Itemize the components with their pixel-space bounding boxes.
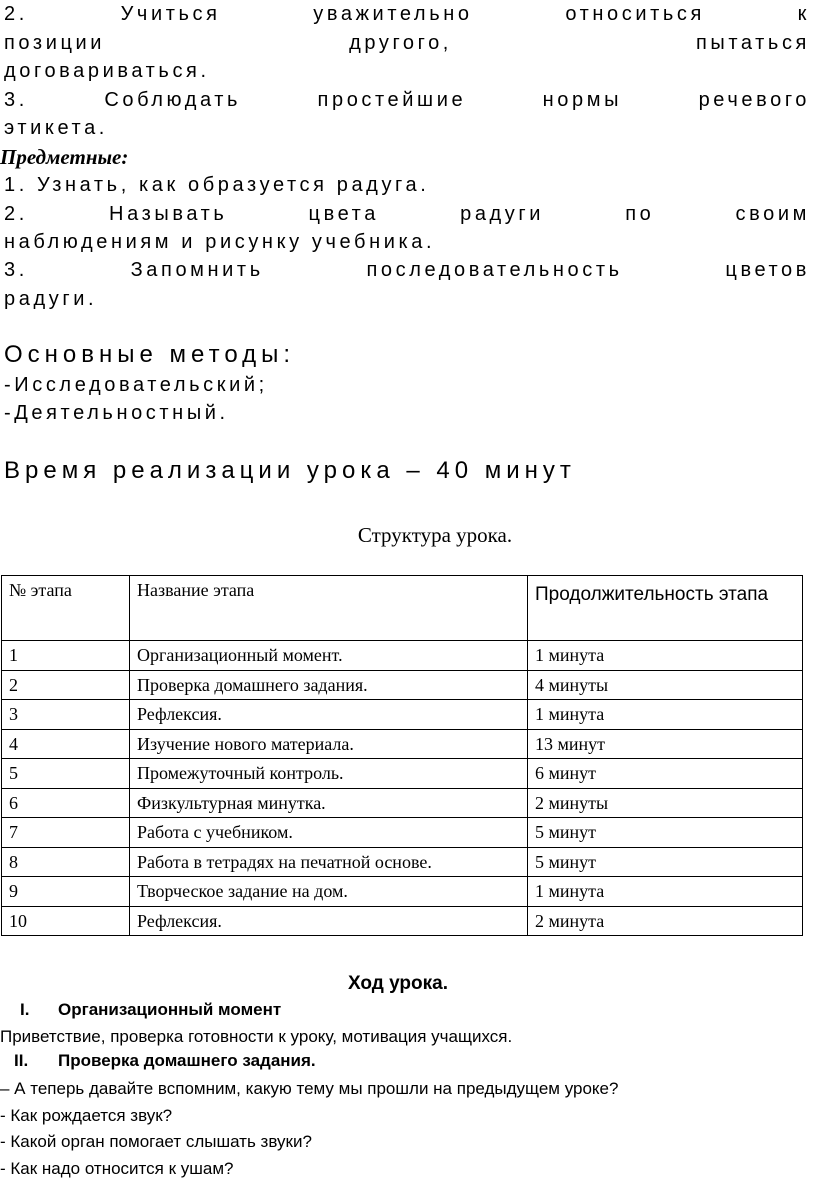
table-row: 1 Организационный момент. 1 минута [1, 640, 803, 671]
text-line: этикета. [4, 117, 108, 139]
header-cell: Название этапа [129, 575, 528, 641]
stage-number-cell: 7 [1, 817, 130, 848]
method-item: -Исследовательский; [4, 374, 268, 396]
table-row: 2 Проверка домашнего задания. 4 минуты [1, 669, 803, 700]
question-line: - Как рождается звук? [0, 1106, 173, 1125]
stage-number-cell: 4 [1, 728, 130, 759]
methods-heading: Основные методы: [4, 341, 296, 368]
table-row: 7 Работа с учебником. 5 минут [1, 817, 803, 848]
stage-name-cell: Организационный момент. [129, 640, 528, 671]
text-line: 3. Соблюдать простейшие нормы речевого [4, 89, 810, 111]
stage-number-cell: 8 [1, 846, 130, 877]
stage-name-cell: Рефлексия. [129, 905, 528, 936]
table-row: 6 Физкультурная минутка. 2 минуты [1, 787, 803, 818]
stage-number-cell: 10 [1, 905, 130, 936]
lesson-time: Время реализации урока – 40 минут [4, 457, 576, 484]
stage-name-cell: Проверка домашнего задания. [129, 669, 528, 700]
table-row: 10 Рефлексия. 2 минута [1, 905, 803, 936]
header-cell: Продолжительность этапа [527, 575, 803, 641]
stage-number-cell: 6 [1, 787, 130, 818]
stage-number-cell: 5 [1, 758, 130, 789]
stage-duration-cell: 1 минута [527, 640, 803, 671]
stage-name-cell: Изучение нового материала. [129, 728, 528, 759]
stage-number-cell: 1 [1, 640, 130, 671]
method-item: -Деятельностный. [4, 402, 229, 424]
stage-duration-cell: 13 минут [527, 728, 803, 759]
section-number: I. [20, 1000, 30, 1019]
table-row: 8 Работа в тетрадях на печатной основе. 5 … [1, 846, 803, 877]
text-line: наблюдениям и рисунку учебника. [4, 231, 436, 253]
stage-number-cell: 2 [1, 669, 130, 700]
stage-number-cell: 9 [1, 876, 130, 907]
table-row: 3 Рефлексия. 1 минута [1, 699, 803, 730]
text-line: 3. Запомнить последовательность цветов [4, 259, 810, 281]
table-row: 4 Изучение нового материала. 13 минут [1, 728, 803, 759]
header-cell: № этапа [1, 575, 130, 641]
table-header-row: № этапа Название этапа Продолжительность… [1, 575, 803, 641]
section-title: Организационный момент [58, 1000, 282, 1019]
subject-heading: Предметные: [0, 145, 129, 169]
stage-name-cell: Работа в тетрадях на печатной основе. [129, 846, 528, 877]
lesson-structure-table: № этапа Название этапа Продолжительность… [1, 575, 803, 936]
section-text: Приветствие, проверка готовности к уроку… [0, 1027, 513, 1046]
structure-title: Структура урока. [357, 523, 513, 547]
text-line: позиции другого, пытаться [4, 32, 810, 54]
question-line: – А теперь давайте вспомним, какую тему … [0, 1079, 619, 1098]
text-line: радуги. [4, 288, 98, 310]
stage-duration-cell: 1 минута [527, 876, 803, 907]
text-line: договариваться. [4, 60, 210, 82]
stage-name-cell: Творческое задание на дом. [129, 876, 528, 907]
section-title: Проверка домашнего задания. [58, 1051, 316, 1070]
text-line: 2. Называть цвета радуги по своим [4, 203, 810, 225]
text-line: 2. Учиться уважительно относиться к [4, 3, 810, 25]
stage-name-cell: Работа с учебником. [129, 817, 528, 848]
stage-name-cell: Физкультурная минутка. [129, 787, 528, 818]
lesson-title: Ход урока. [348, 973, 449, 994]
stage-duration-cell: 5 минут [527, 817, 803, 848]
table-row: 9 Творческое задание на дом. 1 минута [1, 876, 803, 907]
stage-duration-cell: 6 минут [527, 758, 803, 789]
stage-duration-cell: 2 минута [527, 905, 803, 936]
section-number: II. [14, 1051, 29, 1070]
stage-name-cell: Рефлексия. [129, 699, 528, 730]
stage-duration-cell: 5 минут [527, 846, 803, 877]
stage-duration-cell: 1 минута [527, 699, 803, 730]
text-line: 1. Узнать, как образуется радуга. [4, 174, 430, 196]
question-line: - Какой орган помогает слышать звуки? [0, 1132, 312, 1151]
table-row: 5 Промежуточный контроль. 6 минут [1, 758, 803, 789]
stage-number-cell: 3 [1, 699, 130, 730]
stage-duration-cell: 2 минуты [527, 787, 803, 818]
stage-duration-cell: 4 минуты [527, 669, 803, 700]
question-line: - Как надо относится к ушам? [0, 1159, 234, 1178]
stage-name-cell: Промежуточный контроль. [129, 758, 528, 789]
